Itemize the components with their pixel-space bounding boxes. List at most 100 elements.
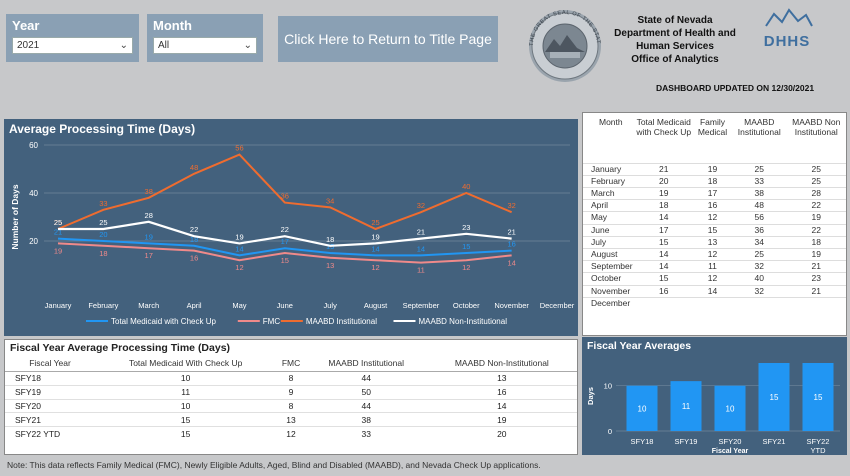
monthly-table-column-header[interactable]: Month: [599, 117, 623, 127]
month-dropdown[interactable]: All ⌄: [153, 37, 257, 54]
table-row: March 19 17 38 28: [583, 186, 846, 200]
data-label: 18: [326, 235, 334, 244]
legend-label: Total Medicaid with Check Up: [111, 317, 216, 326]
value-cell: 15: [692, 223, 733, 237]
y-axis-label: Days: [586, 387, 595, 405]
value-cell: 13: [692, 235, 733, 249]
bar: [714, 385, 746, 431]
monthly-table-column-header[interactable]: MAABD Non Institutional: [792, 117, 841, 137]
data-label: 36: [281, 192, 289, 201]
value-cell: 19: [426, 412, 577, 427]
x-tick-label: SFY19: [675, 437, 698, 446]
month-cell: February: [583, 174, 635, 188]
data-label: 14: [417, 244, 425, 253]
fiscal-year-table-header: Fiscal Year Total Medicaid With Check Up F…: [5, 356, 577, 372]
table-row: SFY20 10 8 44 14: [5, 398, 577, 413]
monthly-table-column-header[interactable]: Family Medical: [697, 117, 728, 137]
fiscal-year-cell: SFY18: [5, 371, 95, 386]
fiscal-year-column-header[interactable]: Total Medicaid With Check Up: [95, 356, 277, 372]
fiscal-year-table: Fiscal Year Average Processing Time (Day…: [4, 339, 578, 455]
value-cell: 16: [692, 199, 733, 212]
fiscal-year-cell: SFY20: [5, 398, 95, 413]
org-line-3: Human Services: [636, 41, 714, 52]
data-label: 13: [326, 261, 334, 270]
value-cell: 15: [95, 426, 277, 441]
value-cell: 19: [692, 162, 733, 176]
bar-value-label: 15: [770, 393, 779, 402]
value-cell: 14: [634, 211, 693, 225]
fiscal-year-column-header[interactable]: FMC: [276, 356, 306, 372]
data-note: Note: This data reflects Family Medical …: [7, 460, 541, 470]
line-chart-svg: 20 40 60 Number of Days January February March…: [10, 141, 575, 326]
org-line-2: Department of Health and: [614, 28, 736, 39]
data-label: 18: [99, 249, 107, 258]
x-tick-label: December: [540, 301, 575, 310]
data-label: 28: [145, 211, 153, 220]
bar-value-label: 10: [638, 404, 647, 413]
series-line: [57, 153, 513, 231]
data-label: 20: [99, 230, 107, 239]
data-label: 14: [507, 258, 515, 267]
series-line: [57, 242, 512, 264]
data-label: 19: [235, 232, 243, 241]
line-chart-title: Average Processing Time (Days): [9, 122, 196, 136]
bar: [802, 363, 834, 431]
table-row: December: [583, 296, 846, 309]
value-cell: 17: [634, 223, 693, 237]
data-label: 25: [371, 218, 379, 227]
monthly-table-column-header[interactable]: Total Medicaid with Check Up: [636, 117, 692, 137]
value-cell: [692, 296, 733, 309]
table-row: SFY21 15 13 38 19: [5, 412, 577, 427]
data-label: 12: [462, 263, 470, 272]
value-cell: 48: [732, 199, 787, 212]
month-cell: May: [583, 211, 635, 225]
legend-label: MAABD Non-Institutional: [419, 317, 508, 326]
y-tick-label: 40: [29, 189, 38, 198]
x-tick-label: April: [187, 301, 202, 310]
value-cell: [732, 296, 787, 309]
data-label: 14: [235, 244, 243, 253]
x-tick-label: June: [277, 301, 293, 310]
value-cell: [634, 296, 693, 309]
table-row: October 15 12 40 23: [583, 272, 846, 286]
value-cell: 18: [692, 174, 733, 188]
table-row: May 14 12 56 19: [583, 211, 846, 225]
value-cell: 18: [634, 199, 693, 212]
year-dropdown[interactable]: 2021 ⌄: [12, 37, 133, 54]
value-cell: 8: [276, 371, 306, 386]
data-label: 22: [281, 225, 289, 234]
value-cell: 15: [634, 272, 693, 286]
value-cell: 12: [692, 272, 733, 286]
value-cell: 20: [426, 426, 577, 441]
return-to-title-button[interactable]: Click Here to Return to Title Page: [278, 16, 498, 62]
month-cell: January: [583, 162, 635, 176]
month-cell: July: [583, 235, 635, 249]
legend-label: FMC: [263, 317, 281, 326]
data-label: 34: [326, 196, 334, 205]
year-filter-label: Year: [12, 18, 40, 33]
value-cell: 10: [95, 398, 277, 413]
value-cell: 28: [786, 186, 846, 200]
x-tick-label: SFY20: [719, 437, 742, 446]
fiscal-year-column-header[interactable]: MAABD Non-Institutional: [426, 356, 577, 372]
bar: [670, 381, 702, 431]
dashboard-updated-date: DASHBOARD UPDATED ON 12/30/2021: [656, 83, 815, 93]
value-cell: 11: [692, 260, 733, 273]
x-tick-label: SFY21: [763, 437, 786, 446]
org-line-4: Office of Analytics: [631, 54, 719, 65]
monthly-table-column-header[interactable]: MAABD Institutional: [737, 117, 781, 137]
value-cell: 9: [276, 384, 306, 400]
data-label: 17: [281, 237, 289, 246]
value-cell: 25: [786, 162, 846, 176]
fiscal-year-column-header[interactable]: MAABD Institutional: [305, 356, 427, 372]
processing-time-line-chart: Average Processing Time (Days) 20 40 60 Num…: [4, 119, 578, 336]
org-line-1: State of Nevada: [637, 15, 713, 26]
monthly-table-header: Month Total Medicaid with Check Up Family …: [583, 113, 846, 163]
data-label: 40: [462, 182, 470, 191]
value-cell: 21: [786, 284, 846, 298]
value-cell: 25: [732, 247, 787, 261]
fiscal-year-column-header[interactable]: Fiscal Year: [5, 356, 95, 372]
value-cell: 32: [732, 284, 787, 298]
month-cell: August: [583, 247, 635, 261]
data-label: 25: [99, 218, 107, 227]
